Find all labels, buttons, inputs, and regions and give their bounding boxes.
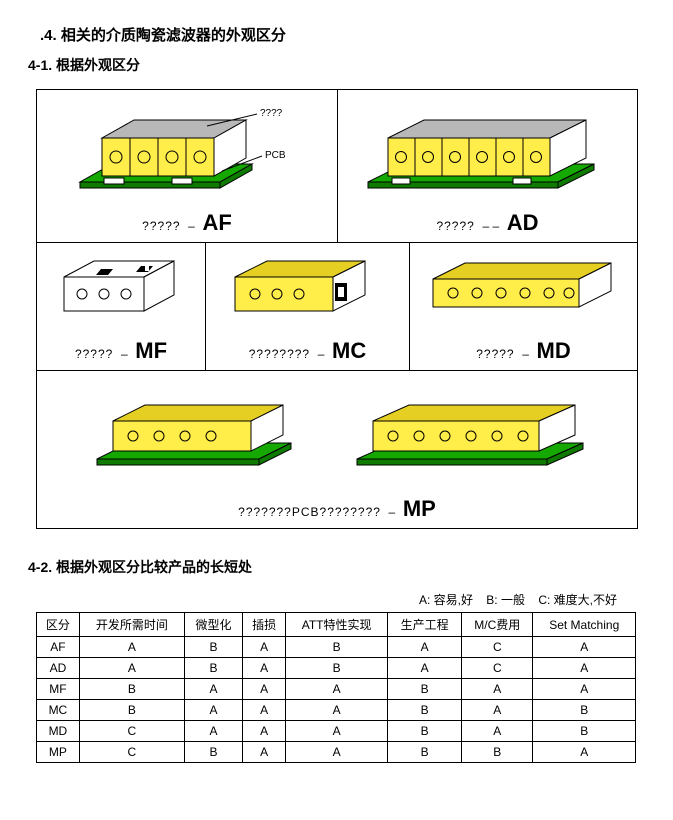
diagram-af: ???? PCB <box>52 96 322 206</box>
table-row: AFABABACA <box>37 637 636 658</box>
table-cell: A <box>243 658 286 679</box>
af-callout-top: ???? <box>260 108 283 119</box>
table-cell: MD <box>37 721 80 742</box>
section-4-1-title: 4-1. 根据外观区分 <box>28 55 645 75</box>
table-cell: B <box>79 679 184 700</box>
table-cell: B <box>79 700 184 721</box>
table-cell: B <box>533 700 636 721</box>
table-cell: A <box>533 637 636 658</box>
table-cell: A <box>243 700 286 721</box>
diagram-mp <box>67 377 607 492</box>
table-cell: A <box>462 721 533 742</box>
table-row: MPCBAABBA <box>37 742 636 763</box>
table-cell: AF <box>37 637 80 658</box>
table-row: ADABABACA <box>37 658 636 679</box>
table-cell: A <box>533 742 636 763</box>
table-row: MFBAAABAA <box>37 679 636 700</box>
diagram-label-mp: ???????PCB???????? – MP <box>43 496 631 522</box>
table-legend: A: 容易,好 B: 一般 C: 难度大,不好 <box>28 591 617 608</box>
table-cell: C <box>79 721 184 742</box>
table-cell: B <box>286 637 388 658</box>
table-cell: C <box>462 637 533 658</box>
diagram-md <box>419 249 629 334</box>
diagram-label-md: ????? – MD <box>416 338 631 364</box>
table-cell: A <box>286 700 388 721</box>
table-cell: A <box>243 721 286 742</box>
af-callout-pcb: PCB <box>265 150 286 161</box>
table-cell: A <box>184 721 242 742</box>
diagram-label-ad: ????? – – AD <box>344 210 631 236</box>
col-7: Set Matching <box>533 613 636 637</box>
table-cell: A <box>184 679 242 700</box>
diagram-label-mf: ????? – MF <box>43 338 199 364</box>
table-cell: AD <box>37 658 80 679</box>
section-4-2-title: 4-2. 根据外观区分比较产品的长短处 <box>28 557 645 577</box>
col-4: ATT特性实现 <box>286 613 388 637</box>
table-cell: A <box>388 637 462 658</box>
table-cell: A <box>462 679 533 700</box>
table-cell: B <box>388 742 462 763</box>
table-cell: B <box>462 742 533 763</box>
diagram-label-mc: ???????? – MC <box>212 338 403 364</box>
diagram-mf <box>46 249 196 334</box>
table-cell: B <box>388 700 462 721</box>
table-cell: A <box>243 637 286 658</box>
table-cell: MP <box>37 742 80 763</box>
table-cell: A <box>533 679 636 700</box>
table-cell: A <box>286 742 388 763</box>
table-cell: A <box>286 721 388 742</box>
table-row: MDCAAABAB <box>37 721 636 742</box>
table-cell: MF <box>37 679 80 700</box>
comparison-table: 区分 开发所需时间 微型化 插损 ATT特性实现 生产工程 M/C费用 Set … <box>36 612 636 763</box>
table-cell: B <box>388 679 462 700</box>
table-cell: MC <box>37 700 80 721</box>
table-cell: A <box>184 700 242 721</box>
table-cell: A <box>243 742 286 763</box>
table-cell: B <box>184 637 242 658</box>
diagram-grid: ???? PCB ????? – AF <box>36 89 638 529</box>
col-6: M/C费用 <box>462 613 533 637</box>
table-cell: A <box>79 658 184 679</box>
table-cell: A <box>286 679 388 700</box>
col-2: 微型化 <box>184 613 242 637</box>
table-cell: C <box>79 742 184 763</box>
diagram-label-af: ????? – AF <box>43 210 331 236</box>
table-cell: A <box>388 658 462 679</box>
col-1: 开发所需时间 <box>79 613 184 637</box>
table-cell: B <box>184 742 242 763</box>
diagram-mc <box>213 249 403 334</box>
table-cell: A <box>533 658 636 679</box>
table-cell: B <box>533 721 636 742</box>
table-cell: B <box>388 721 462 742</box>
table-cell: A <box>79 637 184 658</box>
col-0: 区分 <box>37 613 80 637</box>
col-3: 插损 <box>243 613 286 637</box>
table-cell: C <box>462 658 533 679</box>
table-cell: B <box>286 658 388 679</box>
table-cell: B <box>184 658 242 679</box>
table-row: MCBAAABAB <box>37 700 636 721</box>
table-cell: A <box>462 700 533 721</box>
table-header-row: 区分 开发所需时间 微型化 插损 ATT特性实现 生产工程 M/C费用 Set … <box>37 613 636 637</box>
page-title: .4. 相关的介质陶瓷滤波器的外观区分 <box>40 24 645 45</box>
col-5: 生产工程 <box>388 613 462 637</box>
diagram-ad <box>348 96 628 206</box>
table-cell: A <box>243 679 286 700</box>
